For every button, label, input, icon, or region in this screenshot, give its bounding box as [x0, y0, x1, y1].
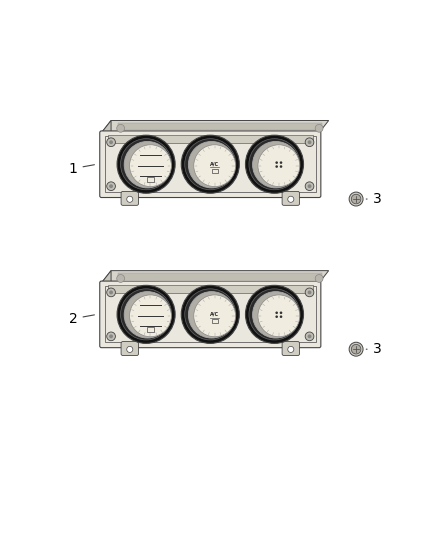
Circle shape	[351, 344, 361, 354]
Polygon shape	[102, 120, 111, 196]
Text: 3: 3	[366, 192, 381, 206]
FancyBboxPatch shape	[121, 342, 138, 356]
Polygon shape	[102, 271, 328, 283]
Bar	[147, 327, 154, 332]
Circle shape	[109, 334, 113, 338]
Circle shape	[288, 196, 294, 203]
Bar	[147, 176, 154, 182]
Circle shape	[107, 182, 116, 191]
Polygon shape	[102, 120, 328, 133]
Circle shape	[288, 346, 294, 352]
Circle shape	[109, 290, 113, 294]
Circle shape	[280, 316, 283, 318]
Circle shape	[249, 139, 300, 190]
Circle shape	[305, 138, 314, 147]
Circle shape	[181, 285, 239, 343]
Circle shape	[258, 295, 300, 337]
Circle shape	[117, 285, 175, 343]
Circle shape	[127, 346, 133, 352]
Text: A/C: A/C	[210, 161, 219, 166]
Circle shape	[280, 161, 283, 164]
Circle shape	[305, 288, 314, 297]
Circle shape	[185, 289, 236, 340]
Circle shape	[307, 334, 311, 338]
Circle shape	[276, 161, 278, 164]
Circle shape	[194, 145, 236, 187]
Circle shape	[249, 289, 300, 340]
Circle shape	[276, 311, 278, 314]
Text: A/C: A/C	[210, 312, 219, 317]
Circle shape	[120, 289, 172, 340]
FancyBboxPatch shape	[282, 342, 300, 356]
FancyBboxPatch shape	[121, 191, 138, 205]
Circle shape	[349, 192, 363, 206]
Text: 3: 3	[366, 342, 381, 356]
Circle shape	[117, 124, 124, 132]
Bar	[108, 285, 313, 293]
Circle shape	[351, 194, 361, 204]
Circle shape	[185, 139, 236, 190]
Circle shape	[188, 292, 235, 338]
Polygon shape	[102, 271, 111, 346]
Circle shape	[245, 135, 304, 193]
Circle shape	[109, 184, 113, 188]
Circle shape	[188, 141, 235, 188]
Circle shape	[276, 316, 278, 318]
FancyBboxPatch shape	[282, 191, 300, 205]
Circle shape	[305, 332, 314, 341]
Circle shape	[280, 165, 283, 168]
Circle shape	[276, 165, 278, 168]
FancyBboxPatch shape	[100, 281, 321, 348]
FancyBboxPatch shape	[100, 131, 321, 198]
Text: 2: 2	[69, 312, 95, 326]
Circle shape	[194, 295, 236, 337]
Circle shape	[253, 292, 299, 338]
Circle shape	[349, 342, 363, 356]
Circle shape	[117, 135, 175, 193]
Bar	[212, 319, 218, 323]
Circle shape	[315, 274, 323, 282]
Circle shape	[107, 332, 116, 341]
Circle shape	[280, 311, 283, 314]
Circle shape	[307, 290, 311, 294]
Circle shape	[307, 140, 311, 144]
Circle shape	[130, 295, 171, 337]
Text: 1: 1	[69, 161, 95, 175]
Bar	[105, 136, 316, 192]
Circle shape	[315, 124, 323, 132]
Circle shape	[305, 182, 314, 191]
Bar	[117, 123, 322, 131]
Circle shape	[245, 285, 304, 343]
Circle shape	[107, 138, 116, 147]
Circle shape	[307, 184, 311, 188]
Circle shape	[109, 140, 113, 144]
Circle shape	[107, 288, 116, 297]
Circle shape	[124, 292, 171, 338]
Bar	[117, 273, 322, 281]
Circle shape	[120, 139, 172, 190]
Circle shape	[258, 145, 300, 187]
Circle shape	[124, 141, 171, 188]
Circle shape	[127, 196, 133, 203]
Circle shape	[117, 274, 124, 282]
Bar	[108, 135, 313, 143]
Circle shape	[253, 141, 299, 188]
Circle shape	[130, 145, 171, 187]
Circle shape	[181, 135, 239, 193]
Bar	[212, 169, 218, 173]
Bar	[105, 286, 316, 342]
